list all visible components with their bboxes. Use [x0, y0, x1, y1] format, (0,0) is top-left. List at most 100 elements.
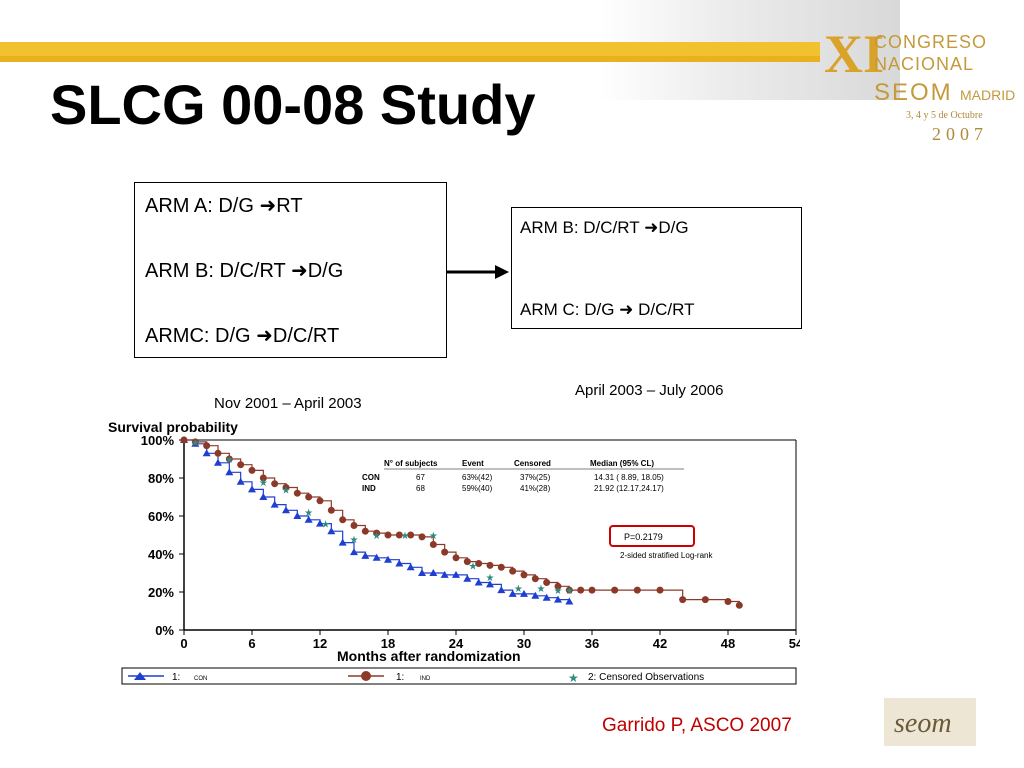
data-point-ind [452, 554, 460, 562]
censored-point: ★ [486, 573, 495, 584]
data-point-ind [373, 529, 381, 537]
x-axis-label: Months after randomization [337, 648, 521, 664]
x-tick-label: 36 [585, 636, 599, 651]
data-point-ind [543, 579, 551, 586]
censored-point: ★ [554, 586, 563, 597]
data-point-ind [497, 563, 505, 571]
stats-row-event: 59%(40) [462, 484, 493, 493]
y-tick-label: 60% [148, 509, 174, 524]
data-point-con [202, 449, 211, 457]
data-point-ind [588, 586, 596, 594]
logo-line3b: MADRID [960, 87, 1015, 103]
logo-line3: SEOM [874, 79, 953, 106]
data-point-con [531, 591, 540, 599]
arms-box-amended: ARM B: D/C/RT ➜D/G ARM C: D/G ➜ D/C/RT [511, 207, 802, 329]
data-point-con [520, 589, 528, 597]
data-point-ind [395, 531, 403, 539]
legend-con-label: 1: [172, 672, 180, 683]
x-axis: 0 6 12 18 24 30 36 42 48 54 [180, 630, 800, 651]
data-point-con [554, 595, 562, 603]
y-axis: 0% 20% 40% 60% 80% 100% [141, 433, 184, 638]
data-point-ind [463, 558, 471, 566]
x-tick-label: 54 [789, 636, 800, 651]
data-point-con [384, 555, 392, 563]
data-point-con [429, 569, 438, 576]
legend-ind-tag: IND [420, 676, 431, 682]
data-point-ind [282, 484, 290, 491]
stats-table: N° of subjects Event Censored Median (95… [362, 459, 684, 493]
header-bar-shadow [0, 56, 820, 62]
data-point-con [236, 477, 245, 485]
stats-row-median: 14.31 ( 8.89, 18.05) [594, 473, 664, 482]
arm-c2-text-end: D/C/RT [633, 300, 695, 319]
data-point-con [304, 515, 313, 523]
arm-c-text: ARMC: D/G [145, 325, 257, 347]
y-tick-label: 100% [141, 433, 175, 448]
data-point-ind [486, 561, 494, 569]
data-point-ind [237, 461, 245, 469]
stats-row-censored: 37%(25) [520, 473, 551, 482]
data-point-con [565, 597, 574, 605]
censored-point: ★ [321, 520, 330, 531]
data-point-ind [565, 586, 573, 594]
data-point-ind [384, 531, 392, 539]
data-point-con [214, 458, 222, 466]
censored-point: ★ [282, 485, 291, 496]
header-bar [0, 42, 820, 56]
chart-legend: 1: CON 1: IND ★ 2: Censored Observations [121, 667, 797, 685]
data-point-ind [203, 442, 211, 450]
x-tick-label: 24 [449, 636, 464, 651]
censored-point: ★ [350, 535, 359, 546]
data-point-ind [520, 571, 528, 579]
data-point-con [406, 563, 415, 571]
legend-circle-icon [361, 671, 371, 681]
logo-line4: 3, 4 y 5 de Octubre [906, 110, 983, 121]
x-tick-label: 42 [653, 636, 667, 651]
logo-line1: CONGRESO [874, 32, 987, 52]
x-tick-label: 30 [517, 636, 531, 651]
data-point-ind [735, 601, 743, 609]
data-point-ind [418, 533, 426, 541]
chart-frame [183, 439, 797, 631]
arrow-right-icon: ➜ [619, 300, 634, 319]
data-point-con [418, 569, 426, 576]
data-point-ind [554, 582, 562, 590]
data-point-con [474, 578, 483, 586]
x-tick-label: 18 [381, 636, 395, 651]
censored-point: ★ [429, 531, 438, 542]
arm-a-label: ARM A: D/G ➜RT [145, 193, 303, 218]
data-point-ind [225, 455, 233, 463]
data-point-con [338, 538, 347, 546]
seom-logo-mark: seom [894, 708, 952, 739]
stats-row-median: 21.92 (12.17,24.17) [594, 484, 664, 493]
data-point-con [440, 570, 449, 578]
slide-title: SLCG 00-08 Study [50, 73, 536, 136]
data-point-ind [339, 516, 347, 524]
chart-series: ★★★★★★★ ★ ★ ★★★★ ★ ★ ★ [180, 436, 743, 609]
x-tick-label: 12 [313, 636, 327, 651]
arm-b-text-end: D/G [307, 260, 344, 282]
data-point-ind [350, 522, 358, 529]
y-tick-label: 80% [148, 471, 174, 486]
arm-c2-text: ARM C: D/G [520, 300, 620, 319]
data-point-con [293, 512, 302, 519]
censored-point: ★ [304, 508, 313, 519]
arm-b-text: ARM B: D/C/RT [145, 260, 291, 282]
logo-line2: NACIONAL [874, 54, 974, 74]
data-point-ind [475, 560, 483, 567]
arrow-right-icon: ➜ [290, 260, 308, 282]
arm-b2-text-end: D/G [658, 218, 689, 237]
stats-header-censored: Censored [514, 459, 551, 468]
data-point-ind [305, 493, 313, 501]
data-point-con [282, 506, 290, 514]
data-point-ind [180, 436, 188, 444]
data-point-con [270, 500, 279, 508]
arms-box-initial: ARM A: D/G ➜RT ARM B: D/C/RT ➜D/G ARMC: … [134, 182, 447, 358]
stats-header-median: Median (95% CL) [590, 459, 654, 468]
congress-logo: XI CONGRESO NACIONAL SEOM MADRID 3, 4 y … [824, 24, 1015, 144]
data-point-ind [531, 575, 539, 583]
stats-header-event: Event [462, 459, 484, 468]
data-point-ind [407, 531, 415, 539]
censored-point: ★ [225, 455, 234, 466]
data-point-ind [611, 586, 619, 594]
